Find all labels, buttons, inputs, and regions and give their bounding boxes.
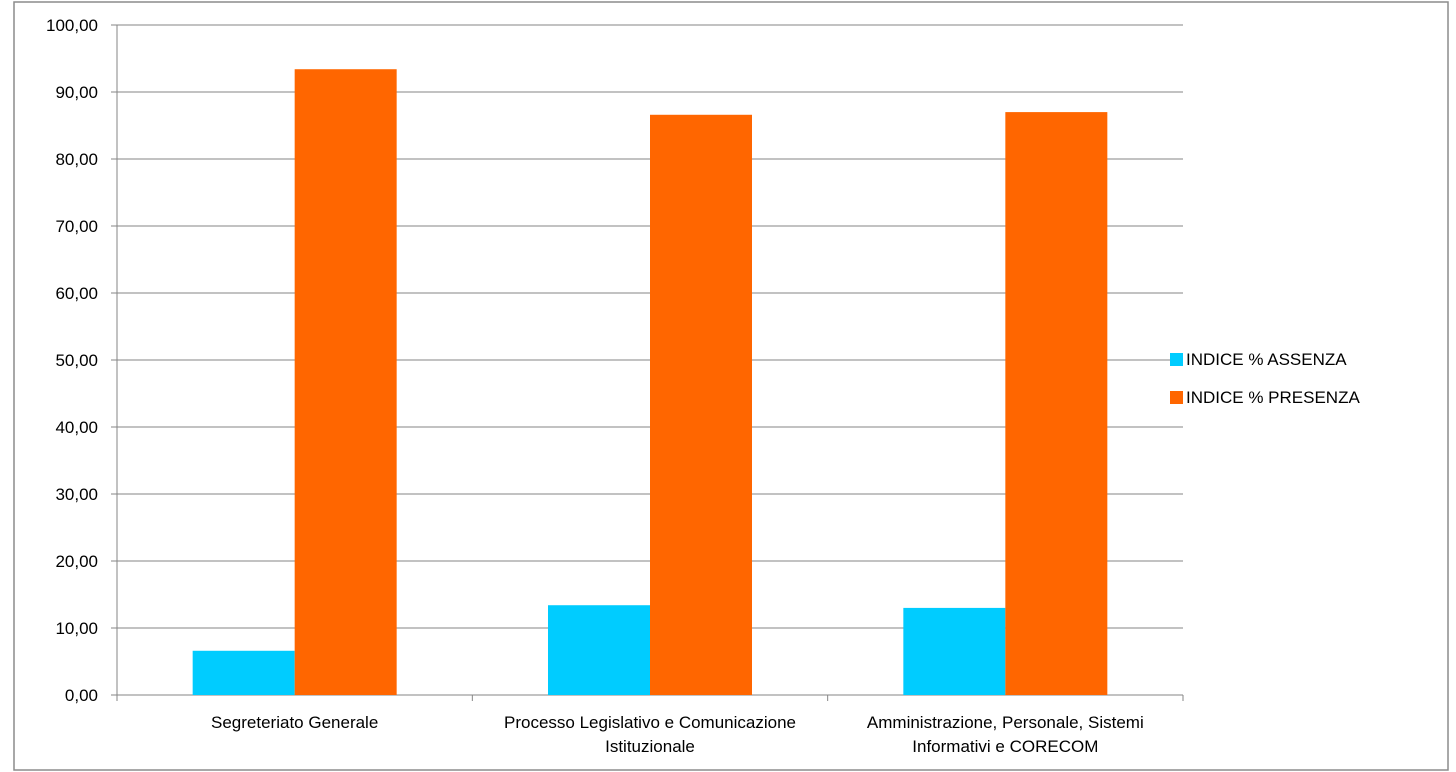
bar-assenza — [903, 607, 1006, 695]
y-tick-label: 30,00 — [55, 485, 98, 504]
y-tick-label: 60,00 — [55, 284, 98, 303]
x-category-label: Istituzionale — [605, 737, 695, 756]
y-tick-label: 10,00 — [55, 619, 98, 638]
y-tick-label: 20,00 — [55, 552, 98, 571]
legend-swatch — [1170, 353, 1183, 366]
legend-swatch — [1170, 391, 1183, 404]
y-tick-label: 100,00 — [46, 16, 98, 35]
bar-assenza — [548, 605, 650, 695]
bar-presenza — [1005, 112, 1108, 696]
y-tick-label: 70,00 — [55, 217, 98, 236]
y-tick-label: 50,00 — [55, 351, 98, 370]
legend-label: INDICE % PRESENZA — [1186, 388, 1360, 407]
x-category-label: Amministrazione, Personale, Sistemi — [867, 713, 1144, 732]
y-tick-label: 40,00 — [55, 418, 98, 437]
bars — [192, 69, 1108, 696]
legend-label: INDICE % ASSENZA — [1186, 350, 1347, 369]
axis-labels: 0,00 10,00 20,00 30,00 40,00 50,00 60,00 70,00 8… — [46, 16, 1144, 756]
x-category-label: Informativi e CORECOM — [912, 737, 1098, 756]
y-tick-label: 90,00 — [55, 83, 98, 102]
bar-presenza — [650, 114, 752, 695]
legend: INDICE % ASSENZA INDICE % PRESENZA — [1170, 350, 1360, 407]
x-category-label: Processo Legislativo e Comunicazione — [504, 713, 796, 732]
bar-presenza — [294, 69, 397, 696]
y-tick-label: 0,00 — [65, 686, 98, 705]
x-category-label: Segreteriato Generale — [211, 713, 378, 732]
bar-assenza — [192, 650, 295, 695]
y-tick-label: 80,00 — [55, 150, 98, 169]
